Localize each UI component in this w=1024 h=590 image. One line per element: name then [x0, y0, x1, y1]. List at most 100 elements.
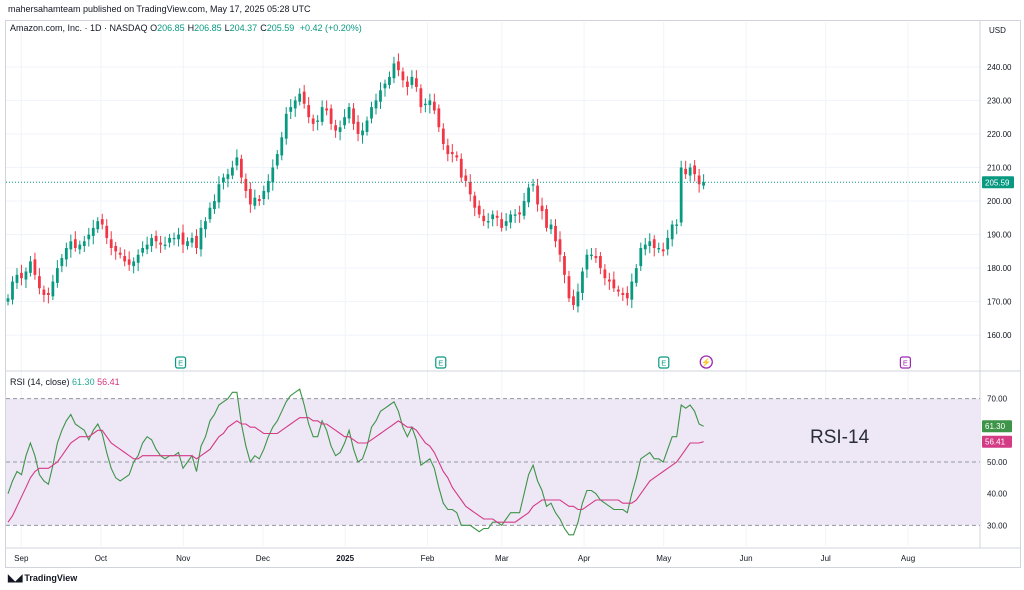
price-tick-label: 210.00 — [987, 163, 1012, 172]
candle-body — [625, 292, 629, 299]
candle-body — [419, 88, 423, 108]
ohlc-key-l: L — [224, 23, 230, 33]
candle-body — [235, 157, 239, 166]
candle-body — [132, 261, 136, 267]
candle-body — [468, 182, 472, 195]
candle-body — [697, 175, 701, 185]
tradingview-logo[interactable]: ◣◢ TradingView — [8, 573, 77, 584]
currency-label: USD — [989, 26, 1006, 35]
candle-body — [289, 107, 293, 112]
x-tick-label: Sep — [14, 554, 29, 563]
candle-body — [688, 167, 692, 176]
candle-body — [684, 168, 688, 175]
candle-body — [455, 155, 459, 158]
rsi-ma-value-tag-label: 56.41 — [985, 438, 1006, 447]
ohlc-value-l: 204.37 — [229, 23, 258, 33]
candle-body — [230, 167, 234, 176]
dividend-event-label: E — [903, 359, 908, 368]
candle-body — [621, 292, 625, 295]
candle-body — [522, 201, 526, 216]
candle-body — [392, 63, 396, 79]
published-by-line: mahersahamteam published on TradingView.… — [8, 4, 311, 14]
candle-body — [563, 256, 566, 275]
candle-body — [657, 248, 661, 250]
x-tick-label: Nov — [176, 554, 190, 563]
x-tick-label: 2025 — [336, 554, 354, 563]
candle-body — [60, 258, 64, 267]
candle-body — [226, 174, 230, 179]
candle-body — [15, 274, 19, 283]
candle-body — [248, 188, 252, 205]
candle-body — [244, 178, 248, 191]
x-tick-label: Jul — [821, 554, 831, 563]
candle-body — [271, 167, 275, 183]
candle-body — [437, 108, 441, 128]
candle-body — [432, 101, 436, 111]
candle-body — [410, 76, 414, 85]
candle-body — [6, 298, 10, 302]
earnings-event-icon — [435, 356, 447, 369]
candle-body — [693, 165, 697, 175]
candle-body — [639, 248, 643, 267]
x-tick-label: Oct — [95, 554, 108, 563]
candle-body — [545, 209, 548, 228]
symbol-info: Amazon.com, Inc. · 1D · NASDAQ O206.85 H2… — [10, 23, 362, 33]
candle-body — [42, 289, 46, 295]
candle-body — [38, 276, 41, 289]
candle-body — [262, 190, 266, 200]
candle-body — [96, 221, 100, 230]
candle-body — [616, 289, 620, 292]
candle-body — [154, 235, 158, 242]
candle-body — [491, 214, 495, 220]
candle-body — [127, 259, 131, 265]
rsi-ma-value: 56.41 — [97, 377, 120, 387]
candle-body — [450, 152, 454, 155]
candle-body — [329, 108, 333, 124]
chart-frame — [5, 20, 1021, 568]
candle-body — [630, 281, 634, 300]
ohlc-key-c: C — [260, 23, 267, 33]
rsi-value: 61.30 — [72, 377, 95, 387]
rsi-ma-value-tag — [982, 435, 1012, 448]
candle-body — [163, 244, 167, 246]
candle-body — [702, 182, 706, 186]
candle-body — [581, 271, 584, 293]
candle-body — [78, 244, 82, 250]
ohlc-values: O206.85 H206.85 L204.37 C205.59 — [150, 23, 297, 33]
candle-body — [406, 81, 409, 87]
candle-body — [643, 244, 647, 250]
candle-body — [549, 224, 553, 230]
candle-body — [495, 215, 499, 218]
candle-body — [338, 127, 342, 132]
price-tick-label: 220.00 — [987, 130, 1012, 139]
candle-body — [446, 145, 450, 155]
candle-body — [302, 91, 306, 104]
earnings-event-label: E — [661, 359, 666, 368]
candle-body — [554, 225, 557, 242]
candle-body — [598, 256, 602, 269]
rsi-layer: RSI-14 — [6, 388, 980, 536]
last-price-label: 205.59 — [985, 178, 1010, 187]
candle-body — [100, 219, 104, 225]
candle-body — [208, 207, 212, 220]
candle-body — [334, 125, 338, 131]
candle-body — [567, 276, 571, 299]
candle-body — [186, 241, 189, 246]
candle-body — [118, 252, 122, 255]
x-tick-label: Dec — [256, 554, 270, 563]
candle-body — [181, 232, 185, 245]
symbol-title: Amazon.com, Inc. · 1D · NASDAQ — [10, 23, 148, 33]
candle-body — [379, 90, 382, 102]
candle-body — [414, 78, 418, 87]
candle-body — [190, 237, 194, 243]
candle-body — [428, 100, 432, 106]
candle-body — [347, 107, 351, 119]
candle-body — [298, 93, 302, 102]
candle-body — [64, 248, 68, 260]
rsi-annotation: RSI-14 — [810, 427, 870, 448]
candle-body — [527, 187, 530, 203]
candle-body — [280, 137, 284, 156]
candle-body — [55, 268, 59, 283]
candle-body — [679, 167, 683, 223]
